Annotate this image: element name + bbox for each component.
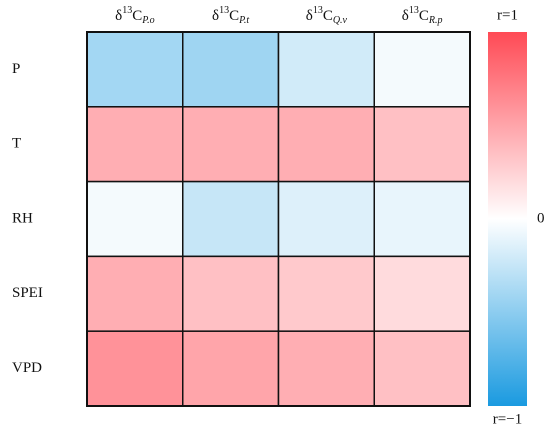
heatmap-cell [86,31,184,108]
label-part: δ [306,8,313,24]
row-label: VPD [12,360,42,376]
column-label: δ13CP.o [115,5,154,26]
label-sub: Q.v [333,15,348,26]
label-sub: P.t [238,15,249,26]
heatmap-cell [277,180,375,258]
heatmap-cell [277,330,375,407]
heatmap-cell [373,330,471,407]
label-sub: P.o [141,15,154,26]
heatmap-border [86,31,471,407]
colorbar-label: 0 [537,210,545,226]
label-part: C [132,8,142,24]
heatmap-cell [182,330,280,407]
label-part: C [323,8,333,24]
label-sup: 13 [409,5,419,16]
column-label: δ13CP.t [212,5,249,26]
column-label: δ13CR.p [402,5,443,26]
row-label: SPEI [12,285,43,301]
label-part: C [419,8,429,24]
column-label: δ13CQ.v [306,5,348,26]
heatmap-cell [86,330,184,407]
heatmap-cell [182,255,280,332]
label-sup: 13 [313,5,323,16]
heatmap-cell [277,31,375,108]
colorbar-label: r=1 [497,7,518,23]
row-label: RH [12,210,33,226]
heatmap-cell [277,255,375,332]
row-label: P [12,61,20,77]
label-part: δ [212,8,219,24]
label-part: C [229,8,239,24]
heatmap-cell [373,180,471,258]
label-sup: 13 [219,5,229,16]
heatmap-cell [277,106,375,183]
heatmap-cell [373,106,471,183]
heatmap-cell [373,255,471,332]
row-label: T [12,136,21,152]
label-part: δ [402,8,409,24]
heatmap-cell [86,180,184,258]
heatmap-cell [86,106,184,183]
colorbar-label: r=−1 [493,411,522,427]
heatmap-cell [182,106,280,183]
label-part: δ [115,8,122,24]
label-sup: 13 [122,5,132,16]
heatmap-cell [182,31,280,108]
label-sub: R.p [428,15,443,26]
colorbar [488,32,527,406]
heatmap-cell [373,31,471,108]
heatmap-cell [86,255,184,332]
heatmap-cell [182,180,280,258]
